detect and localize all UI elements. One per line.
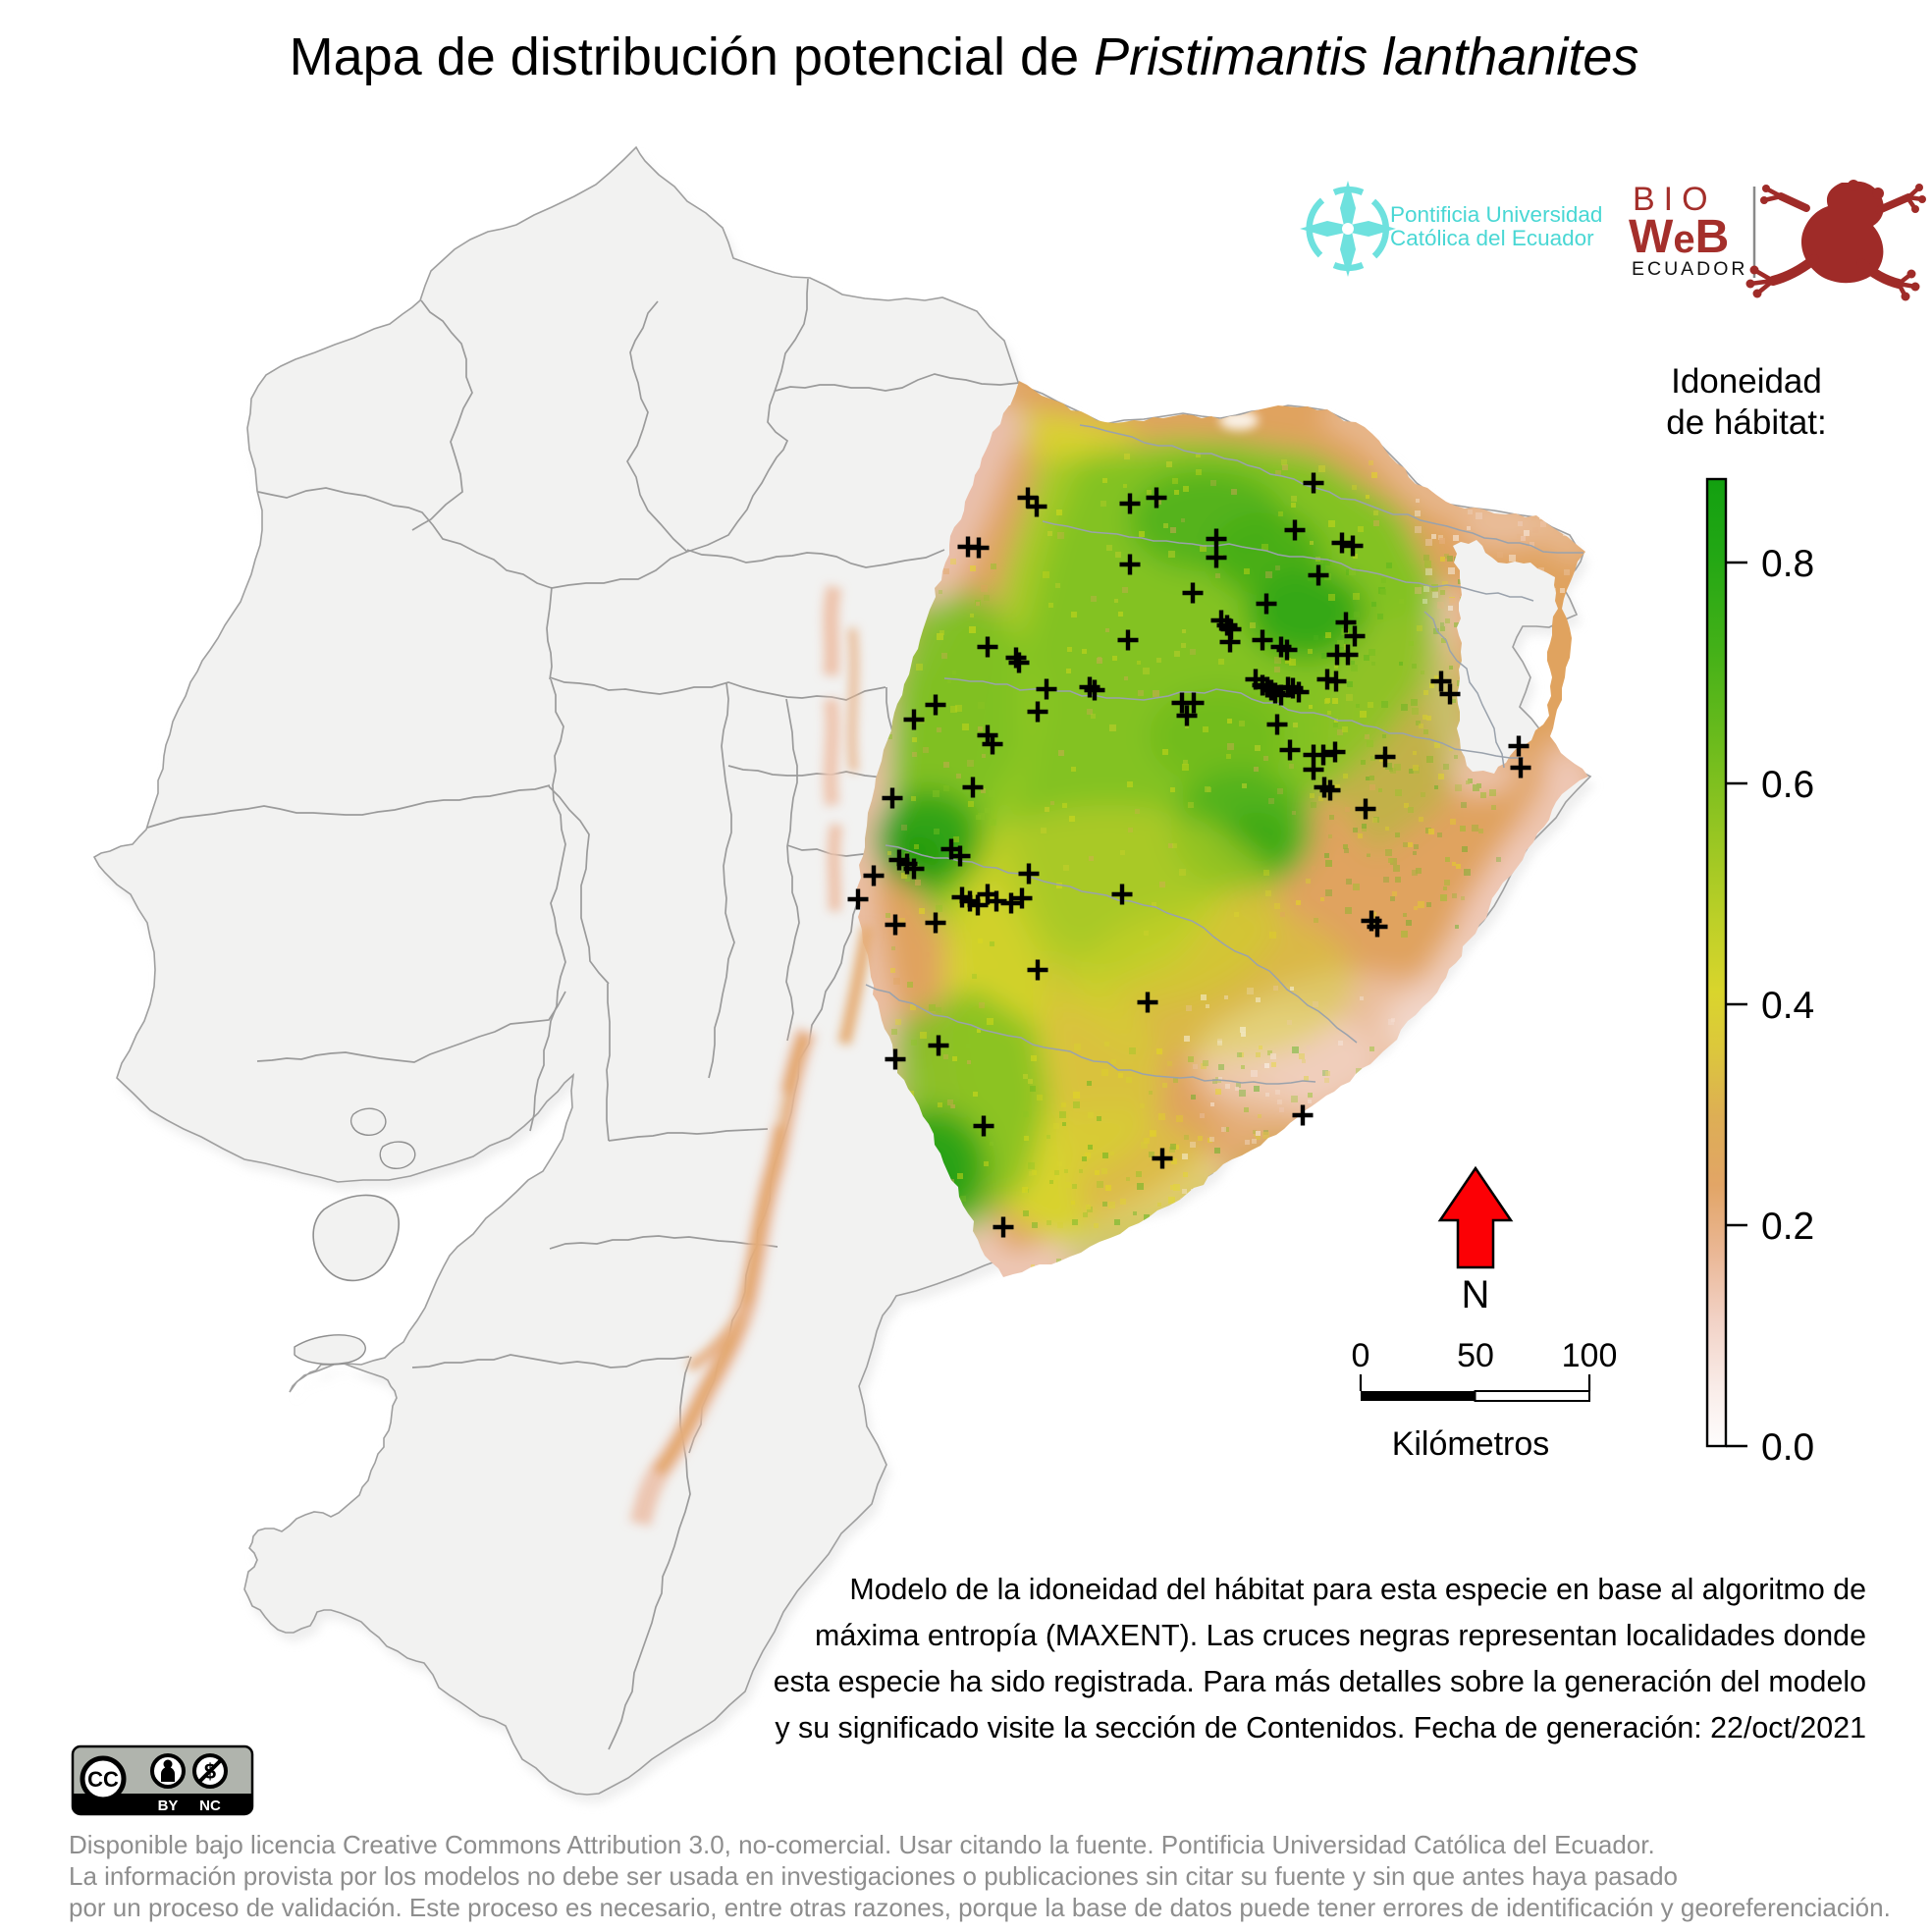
svg-text:N: N [1462, 1273, 1490, 1316]
svg-text:Pontificia Universidad: Pontificia Universidad [1390, 202, 1602, 227]
svg-text:NC: NC [199, 1798, 221, 1814]
svg-text:100: 100 [1562, 1337, 1618, 1374]
svg-text:máxima entropía (MAXENT). Las: máxima entropía (MAXENT). Las cruces neg… [815, 1619, 1866, 1652]
svg-text:0.8: 0.8 [1761, 543, 1814, 585]
svg-text:0.2: 0.2 [1761, 1206, 1814, 1248]
svg-text:ECUADOR: ECUADOR [1632, 258, 1748, 280]
svg-text:50: 50 [1457, 1337, 1494, 1374]
svg-text:de hábitat:: de hábitat: [1666, 403, 1826, 442]
svg-text:BY: BY [158, 1798, 179, 1814]
svg-text:Católica del Ecuador: Católica del Ecuador [1390, 226, 1594, 250]
svg-text:y su significado visite la sec: y su significado visite la sección de Co… [775, 1711, 1866, 1744]
svg-text:0: 0 [1352, 1337, 1370, 1374]
svg-text:La información provista por lo: La información provista por los modelos … [69, 1861, 1678, 1891]
svg-text:WeB: WeB [1629, 211, 1729, 263]
svg-text:Mapa de distribución potencial: Mapa de distribución potencial de Pristi… [290, 27, 1639, 86]
svg-text:Disponible bajo licencia Creat: Disponible bajo licencia Creative Common… [69, 1830, 1655, 1859]
svg-text:por un proceso de validación.: por un proceso de validación. Este proce… [69, 1893, 1891, 1922]
svg-text:Kilómetros: Kilómetros [1392, 1425, 1550, 1463]
svg-text:esta especie ha sido registrad: esta especie ha sido registrada. Para má… [774, 1665, 1866, 1698]
svg-text:CC: CC [87, 1767, 119, 1792]
svg-text:0.0: 0.0 [1761, 1426, 1814, 1469]
svg-text:Modelo de la idoneidad del háb: Modelo de la idoneidad del hábitat para … [849, 1573, 1866, 1606]
svg-text:BIO: BIO [1633, 181, 1717, 218]
svg-text:0.4: 0.4 [1761, 985, 1814, 1027]
svg-text:Idoneidad: Idoneidad [1671, 362, 1822, 401]
svg-text:0.6: 0.6 [1761, 764, 1814, 806]
